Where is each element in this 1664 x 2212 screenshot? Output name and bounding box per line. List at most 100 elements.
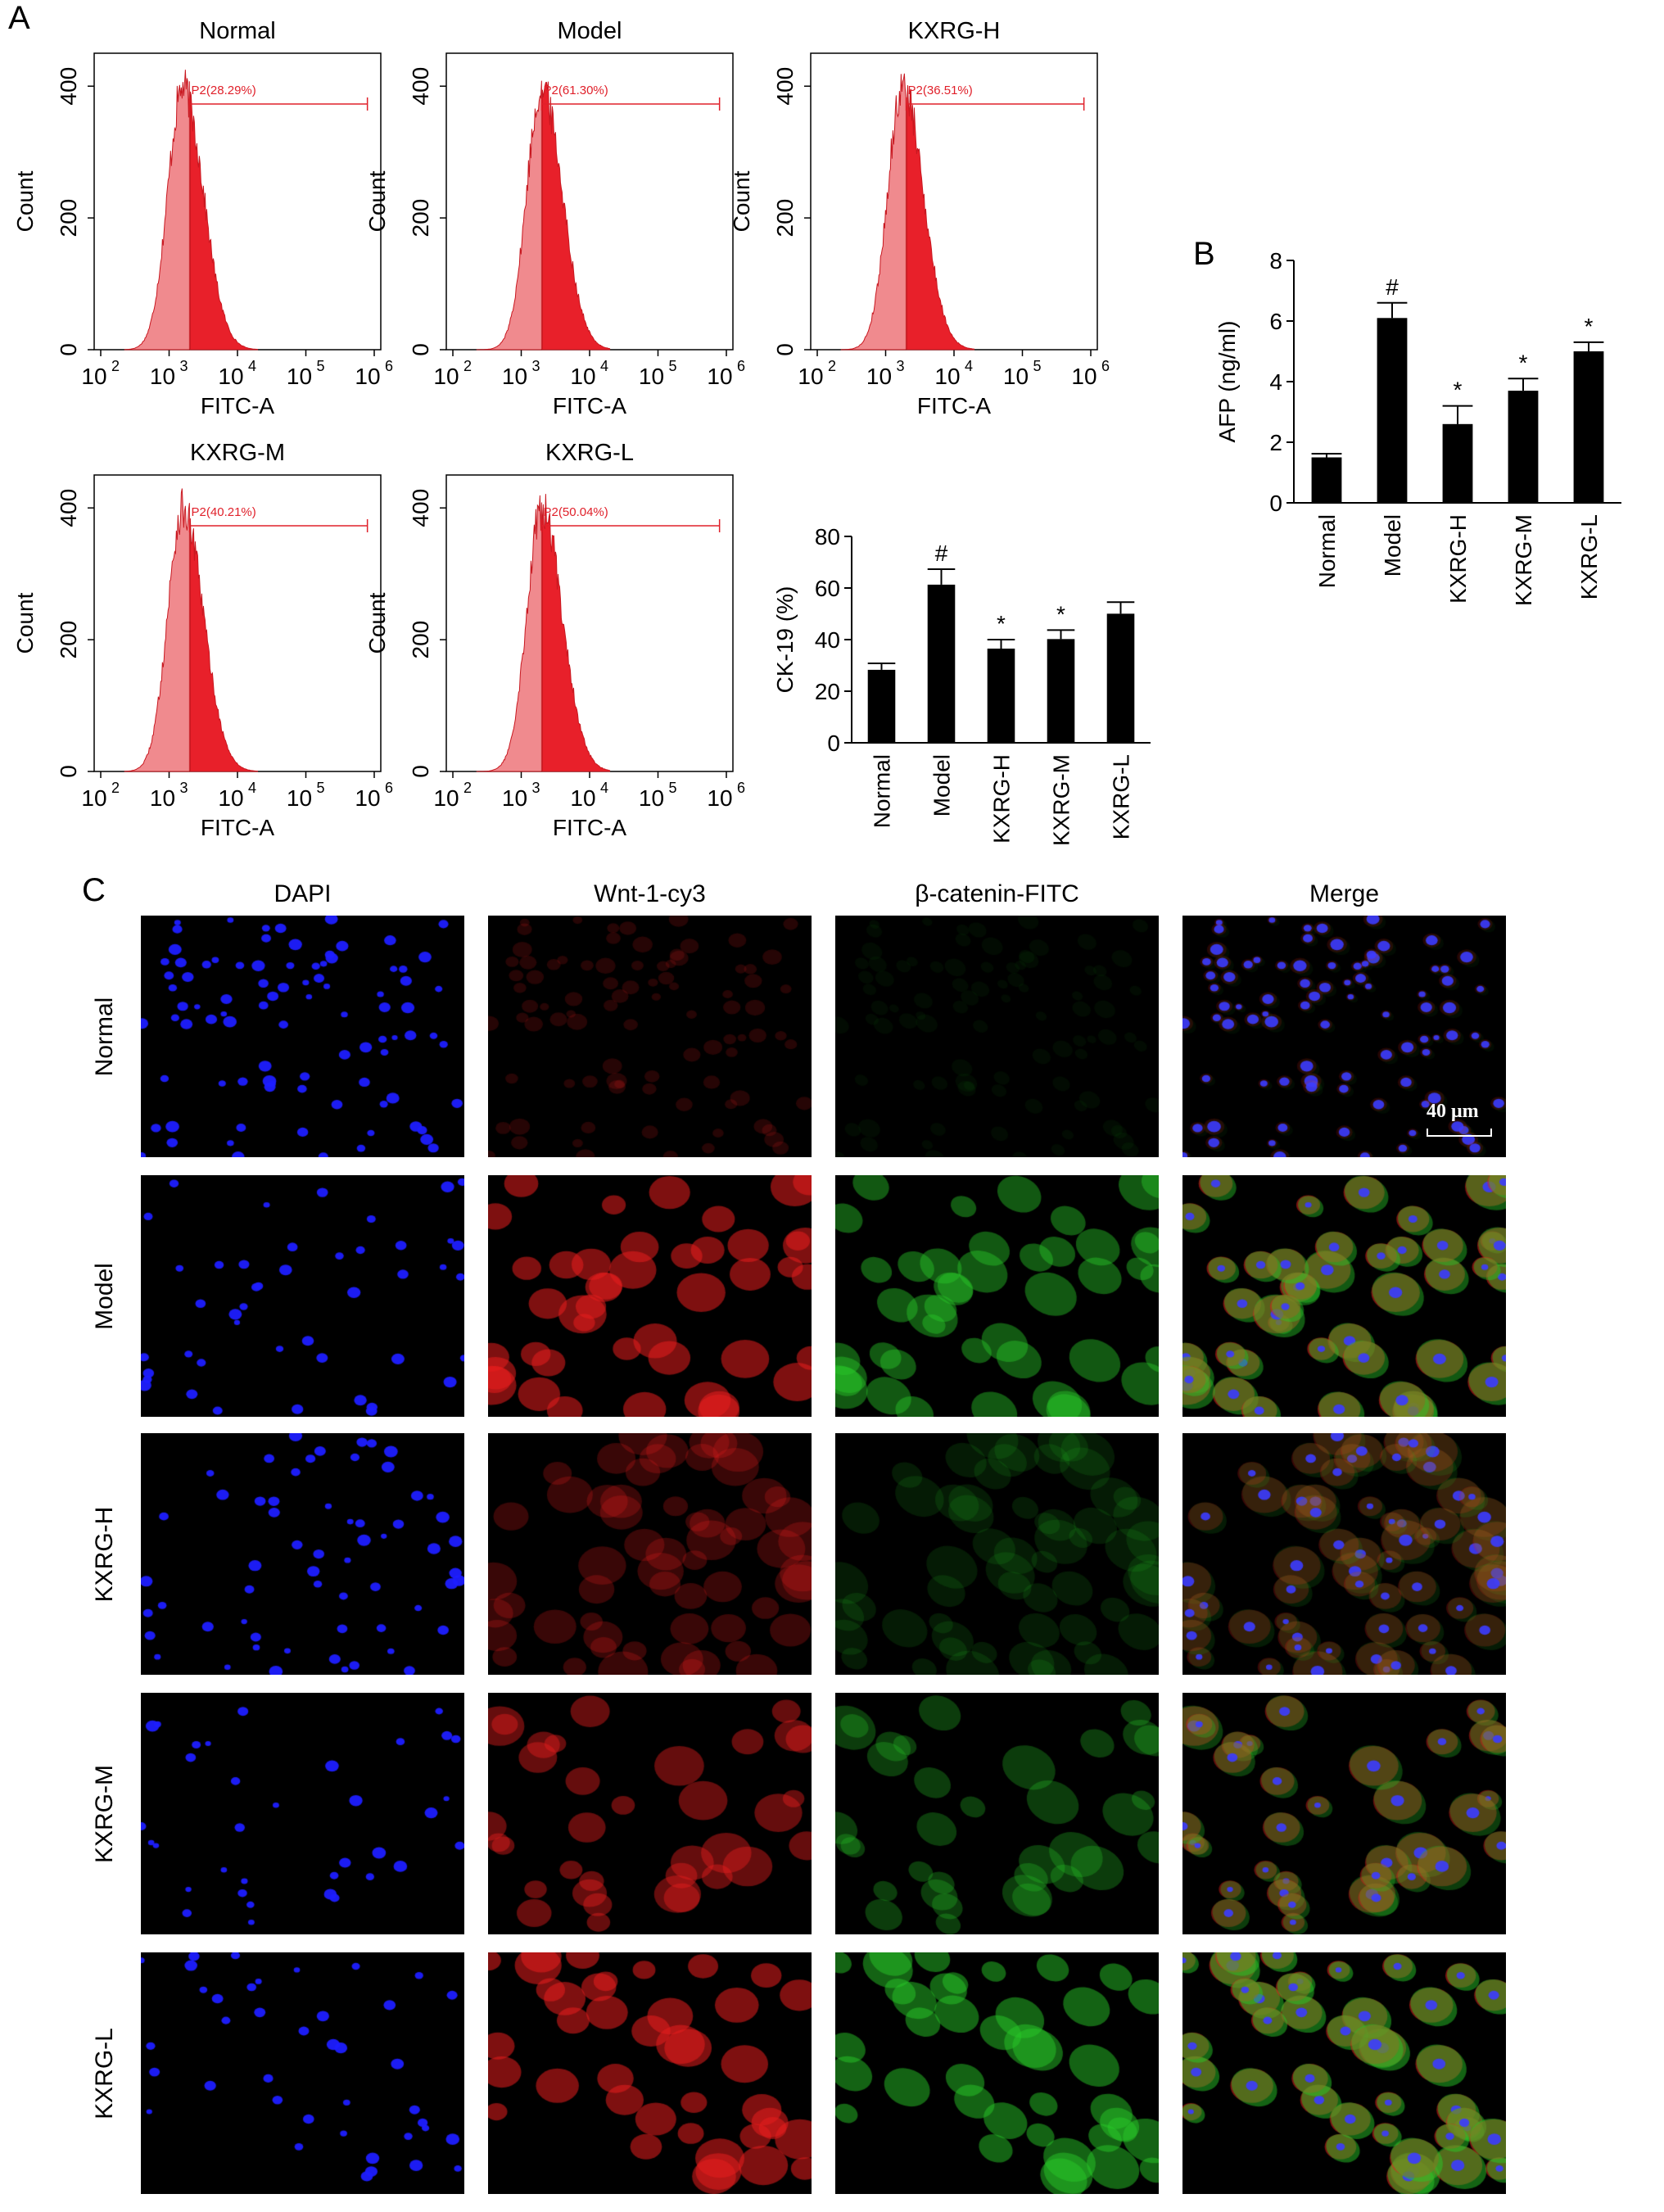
y-axis-label: Count [364,170,390,232]
x-tick-label: 10 [570,364,595,389]
histogram-frame [93,52,382,351]
micrograph-image [488,1693,812,1934]
x-tick-exponent: 4 [248,780,256,796]
histogram-frame [810,52,1098,351]
micrograph-normal-0 [141,916,464,1157]
y-tick-label: 0 [408,343,433,356]
micrograph-image [141,916,464,1157]
y-tick-label: 200 [408,621,433,659]
gate-label: P2(28.29%) [192,84,256,97]
micrograph-image [488,916,812,1157]
histogram-ungated-area [124,70,190,351]
micrograph-image [835,1433,1159,1675]
scale-bar-label: 40 μm [1427,1101,1479,1122]
histogram-gated-area [906,85,975,351]
x-tick-exponent: 5 [316,780,324,796]
histogram-title: KXRG-H [908,18,1001,44]
x-tick-label: 10 [150,364,175,389]
histogram-frame [93,474,382,772]
x-tick-label: 10 [287,364,312,389]
column-header--catenin-fitc: β-catenin-FITC [915,880,1079,907]
y-tick-label: 400 [772,67,798,106]
column-header-dapi: DAPI [274,880,332,907]
y-tick-label: 6 [1269,309,1282,334]
x-tick-label: KXRG-L [1576,514,1602,599]
micrograph-image [1182,1693,1506,1934]
x-tick-exponent: 3 [531,780,540,796]
x-axis-label: FITC-A [553,815,627,840]
histogram-ungated-area [476,495,542,772]
y-tick-label: 400 [408,67,433,106]
x-tick-label: 10 [798,364,823,389]
histogram-title: KXRG-L [545,440,634,466]
micrograph-normal-2 [835,916,1159,1157]
y-tick-label: 60 [815,576,840,601]
y-tick-label: 200 [56,621,81,659]
x-tick-exponent: 6 [737,358,745,374]
micrograph-image [141,1433,464,1675]
y-tick-label: 20 [815,679,840,704]
significance-mark: * [1056,601,1065,627]
y-axis-label: CK-19 (%) [772,586,798,694]
y-tick-label: 40 [815,627,840,653]
x-axis-label: FITC-A [201,815,275,840]
gate-label: P2(36.51%) [908,84,973,97]
micrograph-image [835,1952,1159,2194]
significance-mark: * [1454,378,1463,403]
x-tick-exponent: 3 [179,358,188,374]
histogram-ungated-area [840,73,907,351]
x-tick-exponent: 4 [600,358,608,374]
histogram-title: Normal [199,18,275,44]
micrograph-image [488,1175,812,1417]
x-tick-exponent: 6 [1101,358,1110,374]
y-tick-label: 400 [56,489,81,527]
x-tick-label: 10 [934,364,960,389]
x-tick-label: 10 [570,785,595,811]
histogram-gated-area [541,81,611,351]
significance-mark: * [1585,314,1594,339]
x-tick-exponent: 6 [385,780,393,796]
micrograph-kxrg-m-1 [488,1693,812,1934]
gate-label: P2(50.04%) [544,505,608,519]
micrograph-image [141,1952,464,2194]
row-label-kxrg-h: KXRG-H [91,1506,118,1602]
x-tick-label: Normal [870,754,895,828]
x-tick-label: 10 [1003,364,1029,389]
micrograph-image [141,1693,464,1934]
x-tick-exponent: 6 [385,358,393,374]
x-tick-exponent: 4 [248,358,256,374]
micrograph-model-2 [835,1175,1159,1417]
x-tick-exponent: 6 [737,780,745,796]
x-axis-label: FITC-A [917,393,992,418]
y-tick-label: 80 [815,524,840,550]
micrograph-kxrg-l-2 [835,1952,1159,2194]
x-tick-label: 10 [639,785,664,811]
y-axis-label: Count [12,592,38,654]
x-tick-label: 10 [707,364,732,389]
x-tick-exponent: 2 [463,780,472,796]
histogram-gated-area [189,518,259,772]
x-tick-label: Normal [1314,514,1340,588]
y-tick-label: 400 [408,489,433,527]
bar [927,584,956,743]
x-tick-label: 10 [355,785,380,811]
x-tick-label: 10 [433,364,459,389]
bar [987,648,1015,743]
x-tick-exponent: 5 [1033,358,1041,374]
x-tick-exponent: 2 [111,358,120,374]
panel-label-c: C [82,872,106,908]
y-tick-label: 400 [56,67,81,106]
x-tick-label: 10 [707,785,732,811]
micrograph-model-3 [1182,1175,1506,1417]
x-tick-label: 10 [150,785,175,811]
y-tick-label: 200 [408,199,433,237]
x-tick-label: KXRG-M [1049,754,1074,846]
x-tick-label: KXRG-M [1511,514,1536,606]
